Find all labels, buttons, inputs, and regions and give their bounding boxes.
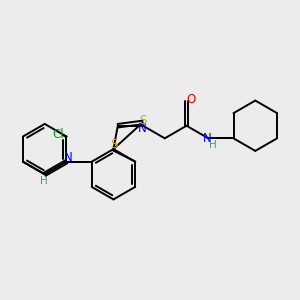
Text: N: N	[138, 122, 147, 135]
Text: S: S	[110, 138, 117, 152]
Text: N: N	[63, 151, 72, 164]
Text: O: O	[186, 93, 196, 106]
Text: H: H	[209, 140, 217, 150]
Text: N: N	[203, 132, 212, 145]
Text: H: H	[40, 176, 47, 186]
Text: S: S	[139, 114, 146, 127]
Text: Cl: Cl	[52, 128, 64, 140]
